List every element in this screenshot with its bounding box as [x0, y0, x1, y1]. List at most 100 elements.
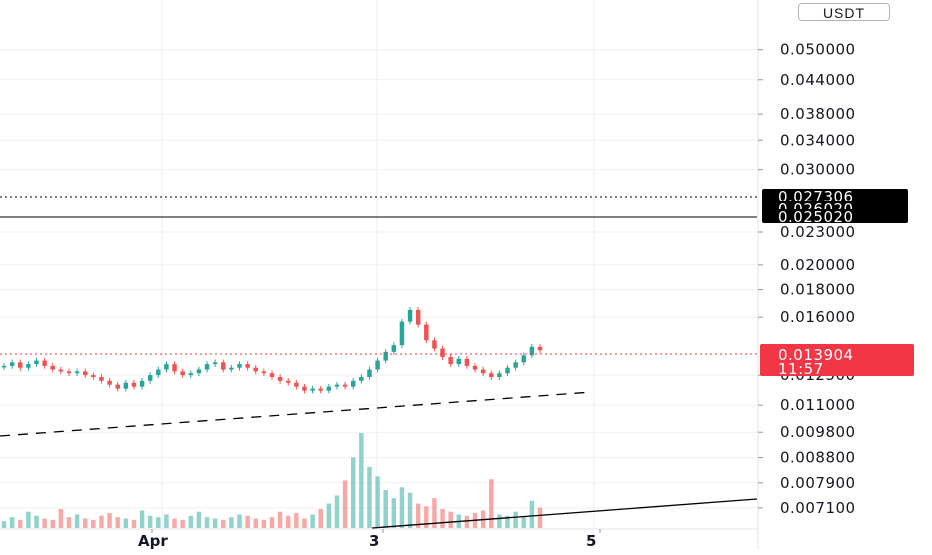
volume-bar [326, 503, 332, 528]
level-price-tag-text: 0.025020 [778, 208, 854, 226]
volume-bar [245, 515, 250, 528]
volume-bar [42, 518, 47, 528]
volume-bar [399, 487, 405, 528]
candle [277, 376, 283, 381]
candle [26, 364, 31, 368]
candle [91, 375, 96, 377]
candle [9, 362, 15, 366]
current-price-text: 0.013904 [778, 346, 854, 364]
volume-bar [156, 517, 161, 528]
candle [50, 365, 55, 370]
candle [245, 364, 250, 368]
volume-bar [294, 513, 299, 528]
candle [34, 360, 39, 365]
volume-bar [318, 509, 323, 528]
volume-bar [237, 514, 242, 528]
volume-bar [391, 498, 397, 528]
candle [156, 369, 161, 376]
volume-bar [407, 492, 413, 528]
volume-bar [107, 513, 112, 528]
volume-bar [66, 517, 72, 528]
volume-trendline[interactable] [371, 498, 758, 529]
candle [237, 364, 242, 368]
candle [131, 382, 137, 387]
candle [302, 386, 307, 391]
volume-bar [261, 519, 267, 528]
volume-bar [440, 509, 445, 528]
volume-bar [82, 518, 88, 528]
candle [537, 346, 543, 351]
volume-bar [424, 506, 429, 528]
candle [480, 369, 486, 374]
price-tick-label: 0.030000 [780, 161, 856, 179]
bar-countdown-text: 11:57 [778, 360, 824, 378]
candle [334, 384, 340, 387]
volume-bar [415, 503, 421, 528]
candle [99, 376, 104, 381]
volume-bar [521, 517, 526, 528]
volume-bar [9, 517, 15, 528]
candle [472, 365, 478, 370]
volume-bar [286, 515, 291, 528]
candle [204, 364, 210, 370]
candle [139, 380, 145, 387]
volume-bar [529, 500, 535, 528]
volume-bar [359, 433, 364, 528]
volume-bar [513, 511, 518, 528]
price-tick-label: 0.038000 [780, 105, 856, 123]
candle [286, 380, 291, 383]
candle [407, 309, 413, 322]
candle [448, 357, 453, 365]
price-tick-label: 0.007100 [780, 499, 856, 517]
candle [107, 380, 112, 385]
candle [391, 345, 397, 352]
candle [464, 358, 470, 366]
volume-bar [188, 515, 194, 528]
candle [42, 360, 47, 366]
candle [188, 373, 194, 376]
volume-bar [367, 466, 372, 528]
candle [221, 362, 226, 370]
price-tick-label: 0.018000 [780, 281, 856, 299]
candle [521, 355, 526, 363]
currency-selector-button[interactable]: USDT [798, 3, 890, 21]
volume-bar [196, 511, 202, 528]
candle [229, 367, 234, 370]
volume-bar [131, 519, 137, 528]
candle [180, 371, 185, 376]
support-trendline[interactable] [0, 391, 593, 437]
volume-bar [164, 514, 169, 528]
candle [497, 373, 502, 377]
candle [18, 362, 23, 368]
volume-bar [34, 515, 39, 528]
candle [529, 346, 535, 356]
volume-bar [310, 514, 315, 528]
price-tick-label: 0.009800 [780, 423, 856, 441]
volume-bar [253, 518, 258, 528]
candle [123, 382, 129, 389]
candle [115, 384, 120, 389]
candle [294, 382, 299, 387]
volume-bar [489, 479, 494, 528]
time-axis-label: 3 [369, 532, 379, 550]
price-tick-label: 0.044000 [780, 71, 856, 89]
volume-bar [497, 514, 502, 528]
time-axis-label: Apr [138, 532, 168, 550]
volume-bar [99, 515, 104, 528]
current-price-tag [760, 344, 914, 376]
price-tick-label: 0.008800 [780, 448, 856, 466]
price-tick-label: 0.007900 [780, 474, 856, 492]
volume-bar [18, 519, 23, 528]
candle [350, 380, 356, 387]
volume-bar [221, 519, 226, 528]
candle [440, 348, 445, 358]
volume-bar [448, 511, 453, 528]
volume-bar [115, 517, 120, 528]
volume-bar [375, 476, 380, 528]
candle [513, 362, 518, 368]
volume-bar [172, 518, 177, 528]
candle [261, 371, 267, 374]
candle [326, 386, 332, 391]
